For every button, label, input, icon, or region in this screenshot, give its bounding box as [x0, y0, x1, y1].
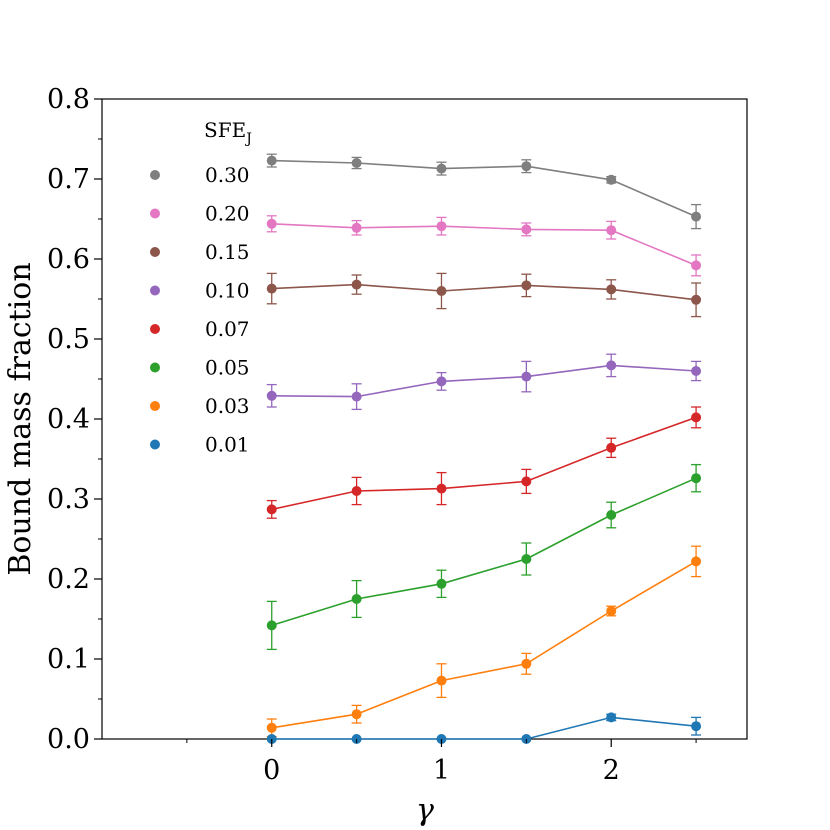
legend-label: 0.15: [205, 240, 250, 264]
data-point: [266, 155, 277, 166]
legend-label: 0.05: [205, 356, 250, 380]
data-point: [351, 279, 362, 290]
series-line: [271, 716, 697, 740]
legend-marker: [150, 401, 160, 411]
data-point: [606, 174, 617, 185]
data-point: [436, 578, 447, 589]
legend-marker: [150, 439, 160, 450]
data-point: [521, 554, 532, 564]
series-0.05: [266, 463, 702, 651]
data-point: [436, 675, 447, 686]
series-0.03: [266, 545, 702, 738]
data-point: [266, 390, 277, 401]
y-tick-label: 0.3: [47, 484, 90, 515]
legend-marker: [150, 362, 160, 373]
legend-marker: [150, 247, 160, 257]
legend-marker: [150, 170, 160, 180]
series-0.15: [266, 272, 702, 318]
y-tick-label: 0.1: [47, 644, 90, 675]
plot-frame: [101, 98, 748, 740]
data-point: [691, 473, 702, 484]
data-point: [351, 222, 362, 233]
data-point: [351, 594, 362, 604]
legend-marker: [150, 285, 160, 296]
data-point: [436, 376, 447, 387]
legend-title: SFEJ: [204, 118, 252, 147]
series-line: [271, 560, 697, 729]
data-point: [606, 510, 617, 520]
y-tick-label: 0.5: [47, 324, 90, 355]
series-0.01: [266, 712, 702, 744]
x-axis: 0 1 2: [186, 739, 697, 786]
data-point: [691, 211, 702, 222]
series-0.20: [266, 215, 702, 277]
y-axis: 0.0 0.1 0.2 0.3 0.4 0.5 0.6 0.7 0.8: [47, 84, 102, 755]
data-point: [521, 476, 532, 487]
legend-label: 0.07: [205, 317, 250, 341]
y-tick-label: 0.4: [47, 404, 90, 435]
data-point: [521, 371, 532, 382]
series-0.30: [266, 153, 702, 230]
data-point: [436, 286, 447, 296]
data-point: [606, 225, 617, 236]
data-point: [351, 391, 362, 402]
series-line: [271, 283, 697, 301]
data-point: [606, 442, 617, 453]
series-line: [271, 416, 697, 511]
series-0.07: [266, 406, 702, 519]
series-0.10: [266, 353, 702, 411]
legend-marker: [150, 324, 160, 334]
data-point: [436, 221, 447, 232]
data-point: [351, 486, 362, 496]
y-tick-label: 0.2: [47, 564, 90, 595]
legend-label: 0.30: [205, 163, 250, 187]
data-point: [521, 280, 532, 291]
y-tick-label: 0.0: [47, 724, 90, 755]
series-line: [271, 223, 697, 267]
data-point: [266, 504, 277, 515]
legend-label: 0.03: [205, 394, 250, 418]
x-tick-label: 1: [433, 755, 450, 786]
legend-label: 0.10: [205, 279, 250, 303]
data-point: [606, 360, 617, 371]
series-line: [271, 477, 697, 627]
plot-area: [101, 98, 748, 744]
y-axis-label: Bound mass fraction: [3, 262, 38, 575]
data-point: [351, 158, 362, 168]
data-point: [266, 620, 277, 631]
legend: SFEJ 0.30 0.20 0.15 0.10 0.07 0.05 0.03 0.01: [150, 118, 252, 457]
data-point: [691, 260, 702, 271]
data-point: [436, 163, 447, 174]
data-point: [691, 366, 702, 376]
x-tick-label: 2: [603, 755, 620, 786]
data-point: [521, 161, 532, 172]
data-point: [691, 721, 702, 732]
data-point: [606, 712, 617, 723]
data-point: [606, 284, 617, 295]
y-tick-label: 0.7: [47, 164, 90, 195]
data-point: [521, 224, 532, 235]
data-point: [351, 709, 362, 720]
data-point: [606, 606, 617, 616]
data-point: [266, 218, 277, 229]
data-point: [521, 658, 532, 669]
series-line: [271, 364, 697, 398]
data-point: [266, 283, 277, 294]
data-point: [691, 412, 702, 423]
x-tick-label: 0: [263, 755, 280, 786]
x-axis-label: γ: [416, 793, 434, 828]
legend-label: 0.01: [205, 433, 250, 457]
y-tick-label: 0.6: [47, 244, 90, 275]
y-tick-label: 0.8: [47, 84, 90, 115]
data-point: [436, 483, 447, 494]
legend-label: 0.20: [205, 202, 250, 226]
series-line: [271, 159, 697, 218]
data-point: [691, 294, 702, 305]
data-point: [691, 556, 702, 567]
legend-marker: [150, 208, 160, 219]
data-point: [266, 722, 277, 733]
